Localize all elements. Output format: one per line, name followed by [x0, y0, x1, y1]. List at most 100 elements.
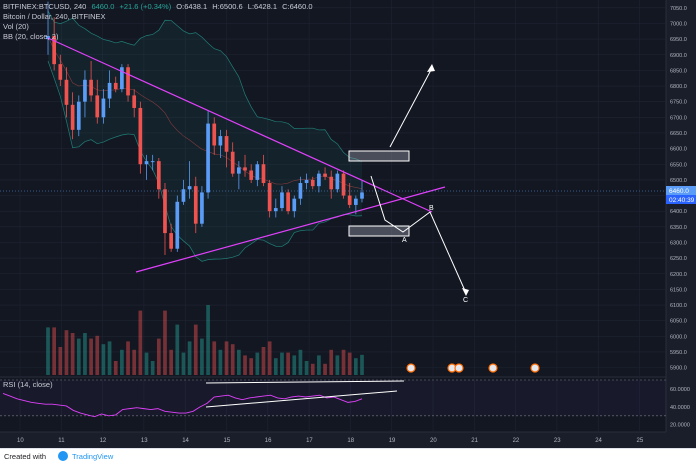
candle-body [255, 164, 260, 180]
event-icon [454, 363, 464, 373]
rsi-trend-upper [205, 380, 405, 384]
symbol-label[interactable]: BITFINEX:BTCUSD, 240 [3, 2, 87, 11]
volume-bar [193, 324, 198, 375]
candle-body [230, 151, 235, 174]
c-arrow-head-icon [462, 288, 469, 296]
candle-body [193, 186, 198, 224]
rsi-band [0, 380, 666, 416]
last-price-badge [666, 186, 696, 195]
candle-body [95, 95, 100, 118]
candle-body [261, 164, 266, 184]
volume-bar [310, 363, 315, 375]
time-tick: 19 [389, 438, 396, 444]
volume-bar [249, 358, 254, 375]
volume-bar [273, 358, 278, 375]
tradingview-link[interactable]: TradingView [72, 452, 114, 461]
price-tick: 5950.0 [670, 350, 687, 356]
series-title: Bitcoin / Dollar, 240, BITFINEX [3, 12, 106, 21]
bb-upper [47, 10, 363, 162]
low-value: L:6428.1 [247, 2, 277, 11]
volume-bar [70, 333, 75, 375]
volume-bar [175, 324, 180, 375]
candle-body [212, 123, 217, 146]
bb-indicator-label[interactable]: BB (20, close, 2) [3, 32, 59, 41]
volume-bar [156, 338, 161, 375]
candle-body [224, 136, 229, 152]
time-tick: 23 [554, 438, 561, 444]
event-icon [530, 363, 540, 373]
close-value: C:6460.0 [282, 2, 313, 11]
candle-body [107, 82, 112, 99]
volume-bar [230, 344, 235, 375]
high-value: H:6500.6 [212, 2, 243, 11]
volume-bar [163, 310, 167, 375]
candle-body [206, 123, 210, 193]
candle-body [156, 161, 161, 190]
volume-bar [150, 361, 155, 375]
candle-body [200, 192, 204, 224]
volume-bar [58, 347, 63, 375]
volume-bar [261, 347, 266, 375]
candle-body [335, 173, 340, 190]
lower-trendline [135, 186, 446, 273]
price-tick: 7050.0 [670, 6, 687, 12]
volume-bar [218, 349, 223, 375]
candle-body [46, 35, 50, 40]
volume-bar [329, 349, 334, 375]
time-tick: 25 [637, 438, 644, 444]
price-tick: 7000.0 [670, 21, 687, 27]
candles [46, 1, 364, 255]
volume-bar [120, 349, 124, 375]
volume-bar [212, 341, 217, 375]
price-tick: 6200.0 [670, 272, 687, 278]
time-tick: 14 [182, 438, 189, 444]
candle-body [169, 233, 173, 249]
candle-body [70, 104, 75, 130]
price-tick: 6500.0 [670, 178, 687, 184]
time-tick: 18 [347, 438, 354, 444]
volume-bar [107, 341, 112, 375]
candle-body [304, 179, 309, 184]
vol-indicator-label[interactable]: Vol (20) [3, 22, 29, 31]
label-a: A [402, 237, 407, 244]
price-tick: 6650.0 [670, 131, 687, 137]
candle-body [347, 195, 352, 205]
breakout-arrow [389, 67, 433, 148]
arrow-head-icon [427, 64, 435, 72]
price-tick: 6600.0 [670, 147, 687, 153]
open-value: O:6438.1 [176, 2, 208, 11]
candle-body [243, 167, 247, 171]
tradingview-logo-icon[interactable] [58, 451, 68, 461]
candle-body [218, 136, 223, 146]
price-tick: 6900.0 [670, 53, 687, 59]
rsi-tick: 40.0000 [670, 405, 690, 411]
volume-bar [335, 355, 340, 375]
rsi-indicator-label[interactable]: RSI (14, close) [3, 380, 53, 389]
volume-bar [181, 352, 186, 375]
rsi-legend: RSI (14, close) [3, 380, 53, 390]
price-tick: 6700.0 [670, 115, 687, 121]
abc-projection [370, 175, 467, 294]
time-tick: 10 [17, 438, 24, 444]
price-tick: 6550.0 [670, 162, 687, 168]
volume-bar [76, 338, 81, 375]
axes: 7050.0 7000.0 6950.0 6900.0 6850.0 6800.0 6750… [17, 6, 690, 444]
time-tick: 15 [224, 438, 231, 444]
volume-bar [144, 352, 149, 375]
candle-body [286, 192, 290, 212]
rsi-line [2, 393, 363, 418]
candle-body [132, 95, 137, 108]
candle-body [64, 79, 69, 105]
price-tick: 6350.0 [670, 225, 687, 231]
volume-bar [126, 341, 130, 375]
volume-bar [64, 330, 69, 375]
time-tick: 13 [141, 438, 148, 444]
rsi-trend-lower [205, 390, 398, 408]
time-tick: 12 [100, 438, 107, 444]
volume-bar [292, 355, 297, 375]
volume-bar [280, 352, 284, 375]
price-tick: 6750.0 [670, 100, 687, 106]
candle-body [175, 201, 180, 249]
candle-body [150, 161, 155, 163]
